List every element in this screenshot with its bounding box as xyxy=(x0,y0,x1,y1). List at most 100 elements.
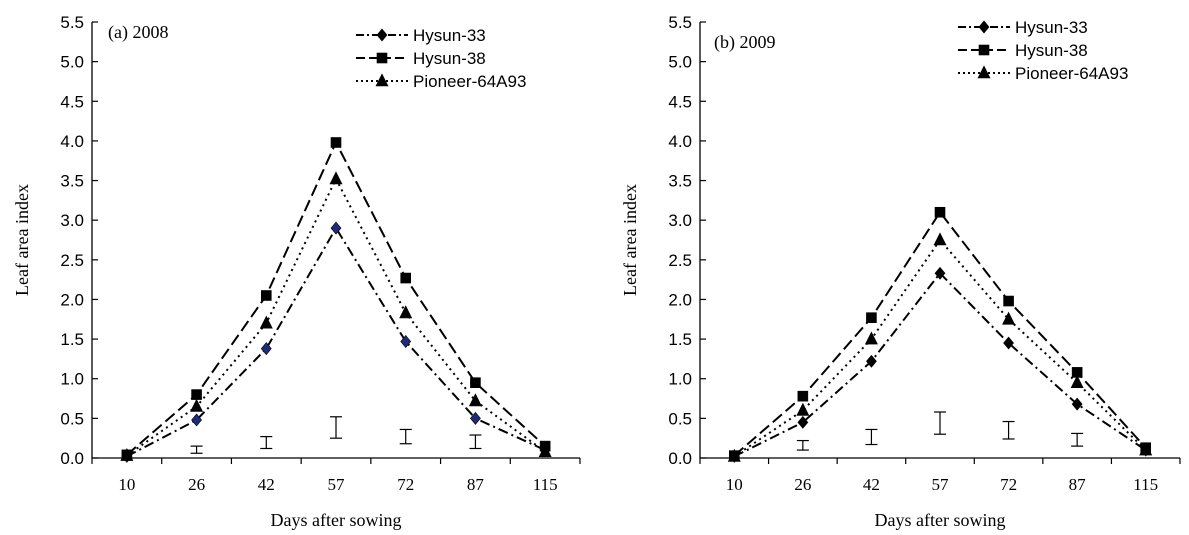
x-tick-label: 115 xyxy=(533,475,558,494)
y-tick-label: 0.5 xyxy=(60,409,84,428)
legend-marker xyxy=(376,28,388,42)
chart-panel-2: 0.0 0.5 1.0 1.5 2.0 2.5 3.0 3.5 4.0 4.5 5.0 5.5 10 26… xyxy=(620,13,1181,530)
y-tick-label: 2.5 xyxy=(60,251,84,270)
y-tick-label: 4.0 xyxy=(668,132,692,151)
y-tick-label: 5.0 xyxy=(668,53,692,72)
error-bar xyxy=(1002,420,1015,440)
series-pioneer-64a93 xyxy=(120,171,552,461)
x-tick-label: 57 xyxy=(932,475,950,494)
data-point xyxy=(1003,336,1014,350)
data-point xyxy=(399,305,413,319)
legend-entry: Pioneer-64A93 xyxy=(958,64,1128,83)
y-tick-label: 3.0 xyxy=(60,211,84,230)
x-tick-label: 115 xyxy=(1133,475,1158,494)
legend-label: Hysun-33 xyxy=(1015,18,1088,37)
error-bar xyxy=(190,445,203,454)
y-tick-label: 4.5 xyxy=(668,92,692,111)
x-tick-label: 87 xyxy=(467,475,485,494)
x-tick-label: 87 xyxy=(1069,475,1087,494)
y-tick-label: 4.5 xyxy=(60,92,84,111)
panel-label: (a) 2008 xyxy=(108,22,168,43)
data-point xyxy=(191,413,202,427)
data-point xyxy=(330,137,342,148)
y-tick-label: 5.0 xyxy=(60,53,84,72)
legend: Hysun-33 Hysun-38 Pioneer-64A93 xyxy=(958,18,1128,83)
data-point xyxy=(260,342,272,356)
series-line xyxy=(126,140,546,456)
data-point xyxy=(120,447,134,461)
x-tick-label: 26 xyxy=(794,475,811,494)
legend-label: Hysun-33 xyxy=(413,26,486,45)
data-point xyxy=(470,411,481,425)
legend-label: Pioneer-64A93 xyxy=(1015,64,1128,83)
y-tick-label: 2.0 xyxy=(60,290,84,309)
legend-label: Hysun-38 xyxy=(413,49,486,68)
data-point xyxy=(468,393,482,407)
y-tick-label: 0.5 xyxy=(668,409,692,428)
y-tick-label: 3.5 xyxy=(60,172,84,191)
data-point xyxy=(1070,375,1084,388)
data-point xyxy=(538,443,552,457)
error-bar xyxy=(796,439,809,451)
y-tick-label: 0.0 xyxy=(668,449,692,468)
y-axis-title: Leaf area index xyxy=(620,184,640,296)
y-tick-label: 5.5 xyxy=(60,13,84,32)
y-tick-label: 4.0 xyxy=(60,132,84,151)
series-line xyxy=(126,176,546,457)
x-tick-label: 72 xyxy=(1000,475,1017,494)
data-point xyxy=(797,390,809,402)
y-tick-label: 1.0 xyxy=(668,370,692,389)
data-point xyxy=(866,354,877,368)
legend-marker xyxy=(977,65,991,79)
data-point xyxy=(1003,295,1014,307)
x-axis-title: Days after sowing xyxy=(271,510,402,530)
x-tick-label: 10 xyxy=(118,475,135,494)
legend-label: Pioneer-64A93 xyxy=(413,72,526,91)
data-point xyxy=(933,232,947,246)
x-tick-label: 72 xyxy=(397,475,414,494)
legend-entry: Hysun-33 xyxy=(958,18,1088,37)
error-bar xyxy=(330,416,342,439)
data-point xyxy=(796,402,810,416)
y-tick-label: 3.5 xyxy=(668,172,692,191)
x-tick-label: 57 xyxy=(328,475,346,494)
x-tick-label: 10 xyxy=(726,475,743,494)
x-tick-label: 42 xyxy=(863,475,880,494)
error-bar xyxy=(260,435,273,450)
legend-marker xyxy=(978,20,990,34)
series-hysun-38 xyxy=(121,137,551,461)
data-point xyxy=(1139,442,1153,456)
data-point xyxy=(1071,397,1083,411)
data-point xyxy=(727,448,741,462)
chart-panel-1: 0.0 0.5 1.0 1.5 2.0 2.5 3.0 3.5 4.0 4.5 5.0 5.5 10 26… xyxy=(12,13,581,530)
data-point xyxy=(797,415,809,429)
data-point xyxy=(864,331,878,345)
y-tick-label: 5.5 xyxy=(668,13,692,32)
legend-entry: Pioneer-64A93 xyxy=(356,72,526,91)
data-point xyxy=(470,377,481,388)
legend-entry: Hysun-38 xyxy=(958,41,1088,60)
legend-marker xyxy=(376,52,388,64)
y-tick-label: 2.0 xyxy=(668,290,692,309)
y-axis-title: Leaf area index xyxy=(12,184,32,296)
data-point xyxy=(330,221,342,235)
data-point xyxy=(400,272,412,284)
error-bar xyxy=(865,428,878,446)
x-axis-title: Days after sowing xyxy=(875,510,1006,530)
legend-entry: Hysun-38 xyxy=(356,49,486,68)
legend-marker xyxy=(375,73,389,87)
panel-label: (b) 2009 xyxy=(714,32,776,53)
y-tick-label: 1.5 xyxy=(668,330,692,349)
data-point xyxy=(259,315,273,329)
x-tick-label: 42 xyxy=(258,475,275,494)
legend-label: Hysun-38 xyxy=(1015,41,1088,60)
data-point xyxy=(329,171,343,185)
y-tick-label: 2.5 xyxy=(668,251,692,270)
data-point xyxy=(866,312,877,323)
x-tick-label: 26 xyxy=(188,475,205,494)
y-tick-label: 1.5 xyxy=(60,330,84,349)
series-pioneer-64a93 xyxy=(727,232,1153,462)
legend-marker xyxy=(978,44,990,56)
data-point xyxy=(190,398,204,412)
